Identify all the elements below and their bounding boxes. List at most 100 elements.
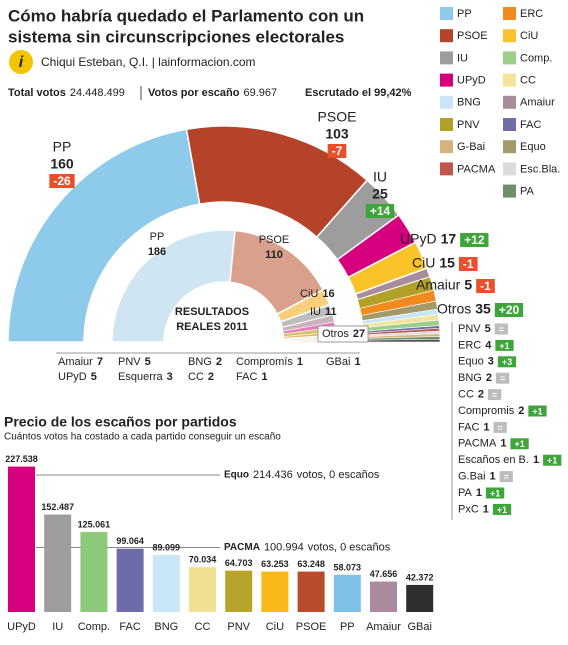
seat-arc bbox=[7, 128, 201, 343]
legend-label: PNV bbox=[457, 119, 480, 131]
change-label: +1 bbox=[547, 456, 557, 466]
change-label: -26 bbox=[53, 174, 71, 188]
legend-label: G-Bai bbox=[457, 141, 485, 153]
change-badge bbox=[494, 303, 524, 317]
change-label: +20 bbox=[499, 303, 520, 317]
party-name: Compromis bbox=[458, 405, 515, 417]
party-name: Esquerra bbox=[118, 371, 164, 383]
seat-count: 3 bbox=[488, 356, 494, 368]
value-label: 58.073 bbox=[334, 562, 362, 572]
x-tick-label: PNV bbox=[227, 621, 250, 633]
seat-count: 1 bbox=[261, 371, 267, 383]
bar bbox=[406, 584, 434, 612]
change-badge bbox=[510, 438, 529, 450]
x-tick-label: CC bbox=[195, 621, 211, 633]
party-name: Equo bbox=[458, 356, 484, 368]
legend-label: Esc.Bla. bbox=[520, 163, 560, 175]
change-label: -1 bbox=[480, 279, 491, 293]
legend-label: IU bbox=[457, 52, 468, 64]
change-badge bbox=[493, 421, 507, 433]
change-badge bbox=[488, 389, 502, 401]
seat-count: 17 bbox=[441, 231, 457, 247]
party-name: BNG bbox=[188, 356, 212, 368]
value-label: 99.064 bbox=[116, 536, 144, 546]
bar bbox=[189, 567, 216, 612]
party-name: ERC bbox=[458, 339, 481, 351]
legend-swatch bbox=[503, 118, 516, 131]
bar bbox=[116, 548, 144, 612]
change-label: +3 bbox=[502, 357, 512, 367]
seat-count: 1 bbox=[483, 421, 489, 433]
legend-swatch bbox=[503, 7, 516, 20]
change-label: = bbox=[498, 423, 503, 433]
value-label: 89.099 bbox=[153, 542, 181, 552]
seat-count: 2 bbox=[486, 372, 492, 384]
change-label: = bbox=[500, 374, 505, 384]
bar bbox=[297, 571, 325, 612]
scrutiny: Escrutado el 99,42% bbox=[305, 87, 412, 99]
party-name: BNG bbox=[458, 372, 482, 384]
seat-count: 15 bbox=[439, 255, 455, 271]
bar bbox=[261, 571, 289, 612]
seat-count: 110 bbox=[265, 249, 283, 261]
value-label: 125.061 bbox=[78, 519, 111, 529]
x-tick-label: CiU bbox=[266, 621, 284, 633]
legend-label: CiU bbox=[520, 30, 538, 42]
party-name: PP bbox=[150, 231, 165, 243]
party-name: Escaños en B. bbox=[458, 454, 529, 466]
seat-count: 4 bbox=[485, 339, 492, 351]
chart-subtitle: Cuántos votos ha costado a cada partido … bbox=[4, 432, 281, 443]
party-name: PP bbox=[53, 139, 72, 155]
seat-count: 3 bbox=[167, 371, 173, 383]
change-label: +1 bbox=[514, 439, 524, 449]
seat-count: 2 bbox=[518, 405, 524, 417]
change-label: +1 bbox=[490, 488, 500, 498]
seat-count: 11 bbox=[325, 306, 337, 318]
legend-label: BNG bbox=[457, 97, 481, 109]
x-tick-label: Comp. bbox=[78, 621, 110, 633]
legend-label: FAC bbox=[520, 119, 541, 131]
change-badge bbox=[492, 503, 512, 515]
seat-count: 35 bbox=[475, 301, 491, 317]
change-label: +12 bbox=[464, 233, 485, 247]
change-label: +14 bbox=[370, 204, 391, 218]
reference-value: 100.994 bbox=[264, 541, 304, 553]
legend-swatch bbox=[440, 118, 453, 131]
seat-count: 5 bbox=[91, 371, 97, 383]
legend-label: PP bbox=[457, 8, 472, 20]
reference-text: votos, 0 escaños bbox=[297, 469, 380, 481]
change-label: -1 bbox=[463, 257, 474, 271]
legend-swatch bbox=[440, 162, 453, 176]
seat-count: 25 bbox=[372, 186, 388, 202]
change-label: +1 bbox=[497, 505, 507, 515]
party-name: FAC bbox=[458, 421, 479, 433]
chart-title: Precio de los escaños por partidos bbox=[4, 414, 237, 430]
change-badge bbox=[497, 356, 517, 368]
value-label: 152.487 bbox=[41, 502, 74, 512]
value-label: 227.538 bbox=[5, 454, 38, 464]
x-tick-label: PP bbox=[340, 621, 355, 633]
party-name: FAC bbox=[236, 371, 257, 383]
x-tick-label: UPyD bbox=[7, 621, 36, 633]
change-badge bbox=[494, 323, 509, 335]
change-badge bbox=[365, 204, 395, 218]
x-tick-label: PSOE bbox=[296, 621, 327, 633]
change-badge bbox=[528, 405, 547, 417]
bar bbox=[80, 532, 108, 612]
title-line: sistema sin circunscripciones electorale… bbox=[8, 27, 344, 46]
party-name: G.Bai bbox=[458, 471, 486, 483]
x-tick-label: GBai bbox=[407, 621, 431, 633]
legend-label: PACMA bbox=[457, 163, 496, 175]
legend-swatch bbox=[503, 73, 516, 87]
party-name: PA bbox=[458, 487, 473, 499]
legend-label: PSOE bbox=[457, 30, 488, 42]
bar bbox=[225, 570, 253, 612]
change-badge bbox=[458, 257, 478, 271]
seat-count: 27 bbox=[353, 328, 365, 340]
value-label: 70.034 bbox=[189, 555, 217, 565]
party-name: Compromís bbox=[236, 356, 293, 368]
seat-count: 7 bbox=[97, 356, 103, 368]
party-name: PACMA bbox=[458, 438, 497, 450]
x-tick-label: Amaiur bbox=[366, 621, 401, 633]
legend-swatch bbox=[440, 29, 453, 43]
